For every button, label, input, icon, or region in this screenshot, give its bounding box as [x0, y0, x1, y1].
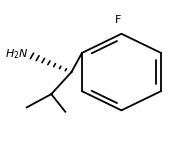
Text: $H_2N$: $H_2N$ — [5, 48, 28, 61]
Text: F: F — [115, 15, 121, 25]
